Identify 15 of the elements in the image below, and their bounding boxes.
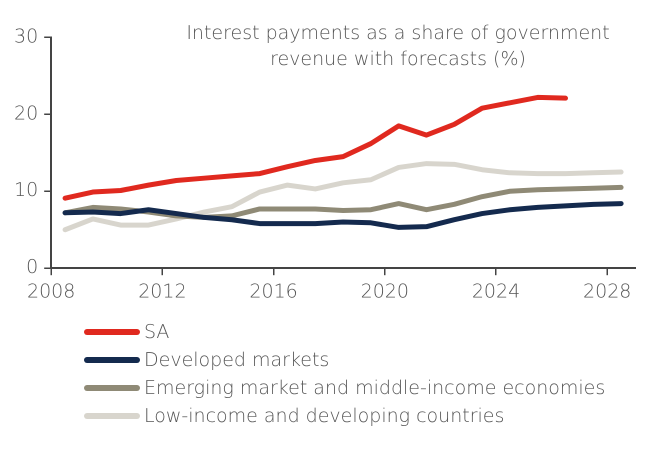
legend-label: Developed markets xyxy=(144,348,330,373)
y-tick-label: 10 xyxy=(14,179,38,202)
legend-label: Emerging market and middle-income economies xyxy=(144,376,606,401)
y-tick-label: 20 xyxy=(14,102,38,124)
x-tick-label: 2008 xyxy=(26,280,76,303)
y-tick-label: 0 xyxy=(26,256,38,278)
x-tick-label: 2024 xyxy=(472,280,520,303)
legend-label: SA xyxy=(144,320,170,345)
x-tick-label: 2028 xyxy=(583,280,632,303)
x-tick-label: 2020 xyxy=(360,280,409,303)
legend-label: Low-income and developing countries xyxy=(144,404,504,429)
x-tick-label: 2012 xyxy=(138,280,187,303)
x-tick-label: 2016 xyxy=(249,280,298,303)
y-tick-label: 30 xyxy=(14,25,38,48)
chart-title: Interest payments as a share of government revenue with forecasts (%) xyxy=(185,21,611,72)
